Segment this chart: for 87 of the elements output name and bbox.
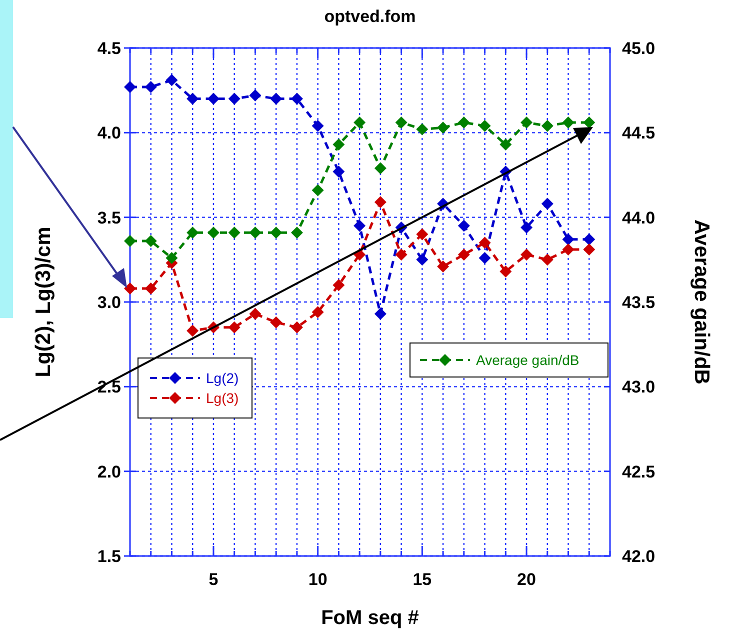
point [520,248,533,261]
point [437,122,450,134]
point [374,162,386,174]
point [541,254,554,266]
point [332,138,345,151]
point [395,248,408,261]
point [583,244,596,256]
point [374,308,386,320]
point [562,244,574,256]
x-tick-label: 15 [412,570,432,589]
point [416,254,428,266]
point [500,266,512,278]
point [374,196,386,208]
point [416,123,428,136]
point [249,226,262,239]
point [270,316,282,328]
point [332,279,345,292]
point [354,220,366,232]
point [290,321,303,334]
y2-axis-title: Average gain/dB [690,220,713,384]
point [124,80,136,93]
point [312,184,324,196]
point [166,252,178,264]
legend-label: Average gain/dB [476,352,580,368]
point [332,166,345,178]
point [437,260,450,272]
point [541,120,554,132]
point [228,321,240,334]
y2-tick-label: 42.5 [622,462,656,482]
point [478,236,491,249]
point [144,80,157,93]
point [290,92,303,105]
y-tick-label: 1.5 [97,547,121,566]
y-axis-title: Lg(2), Lg(3)/cm [32,226,55,378]
point [395,116,408,129]
chart-title: optved.fom [324,7,416,26]
point [228,92,240,105]
point [478,252,491,264]
point [458,248,470,261]
point [207,226,220,239]
point [583,116,596,129]
y-tick-label: 2.0 [97,462,121,482]
point [478,120,491,132]
y-tick-label: 4.5 [97,39,121,58]
point [166,74,178,86]
x-tick-label: 10 [308,570,328,589]
point [312,120,324,132]
point [562,116,574,129]
y-tick-label: 3.5 [97,208,121,228]
point [186,324,199,337]
point [416,228,428,240]
y2-tick-label: 44.0 [622,208,656,228]
legend-label: Lg(2) [206,370,239,386]
point [124,282,136,294]
point [186,226,199,239]
point [520,221,533,234]
point [541,198,554,210]
y2-tick-label: 45.0 [622,39,656,58]
y-tick-label: 4.0 [97,124,121,143]
point [458,220,470,232]
y2-tick-label: 43.5 [622,293,656,312]
point [124,235,136,248]
x-tick-label: 5 [208,570,218,589]
point [562,233,574,246]
point [207,92,220,105]
y2-tick-label: 42.0 [622,547,656,566]
point [312,306,324,318]
y2-tick-label: 43.0 [622,378,656,397]
x-axis-title: FoM seq # [321,607,419,629]
point [144,235,157,248]
point [228,226,240,239]
point [583,233,596,246]
point [520,116,533,129]
point [500,138,512,151]
point [354,116,366,129]
point [249,308,262,320]
y2-tick-label: 44.5 [622,124,656,143]
point [186,92,199,105]
point [270,92,282,105]
point [144,282,157,294]
x-tick-label: 20 [517,570,536,589]
point [249,89,262,102]
point [270,226,282,239]
legend-label: Lg(3) [206,390,239,406]
point [290,226,303,239]
y-tick-label: 3.0 [97,293,121,312]
point [458,116,470,129]
